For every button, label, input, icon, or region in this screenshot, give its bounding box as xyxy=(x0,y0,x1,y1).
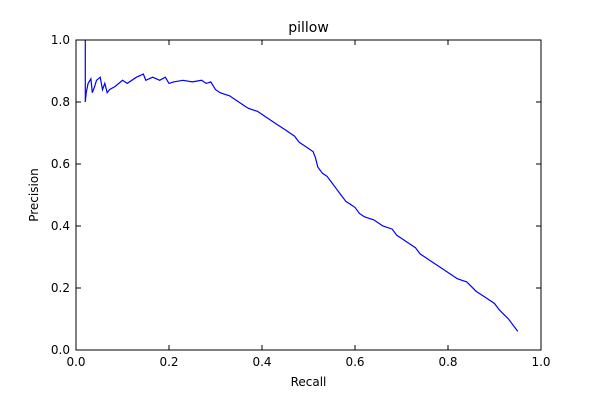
x-tick-label: 1.0 xyxy=(531,355,550,369)
x-tick-label: 0.2 xyxy=(159,355,178,369)
x-tick-label: 0.4 xyxy=(252,355,271,369)
x-tick-label: 0.6 xyxy=(345,355,364,369)
y-tick-label: 1.0 xyxy=(51,33,70,47)
y-tick-label: 0.4 xyxy=(51,219,70,233)
y-axis-label: Precision xyxy=(27,168,41,222)
x-tick-label: 0.8 xyxy=(438,355,457,369)
ticks-layer xyxy=(75,39,542,351)
series-layer xyxy=(84,40,519,332)
y-tick-label: 0.8 xyxy=(51,95,70,109)
y-tick-label: 0.0 xyxy=(51,343,70,357)
y-tick-label: 0.2 xyxy=(51,281,70,295)
x-tick-label: 0.0 xyxy=(66,355,85,369)
labels-layer: 0.0 0.2 0.4 0.6 0.8 1.0 0.0 0.2 0.4 0.6 0.8 1.0 xyxy=(51,33,551,369)
precision-recall-line xyxy=(84,40,519,332)
plot-frame xyxy=(75,39,542,351)
y-tick-label: 0.6 xyxy=(51,157,70,171)
x-axis-label: Recall xyxy=(291,375,327,389)
chart-title: pillow xyxy=(288,20,329,36)
